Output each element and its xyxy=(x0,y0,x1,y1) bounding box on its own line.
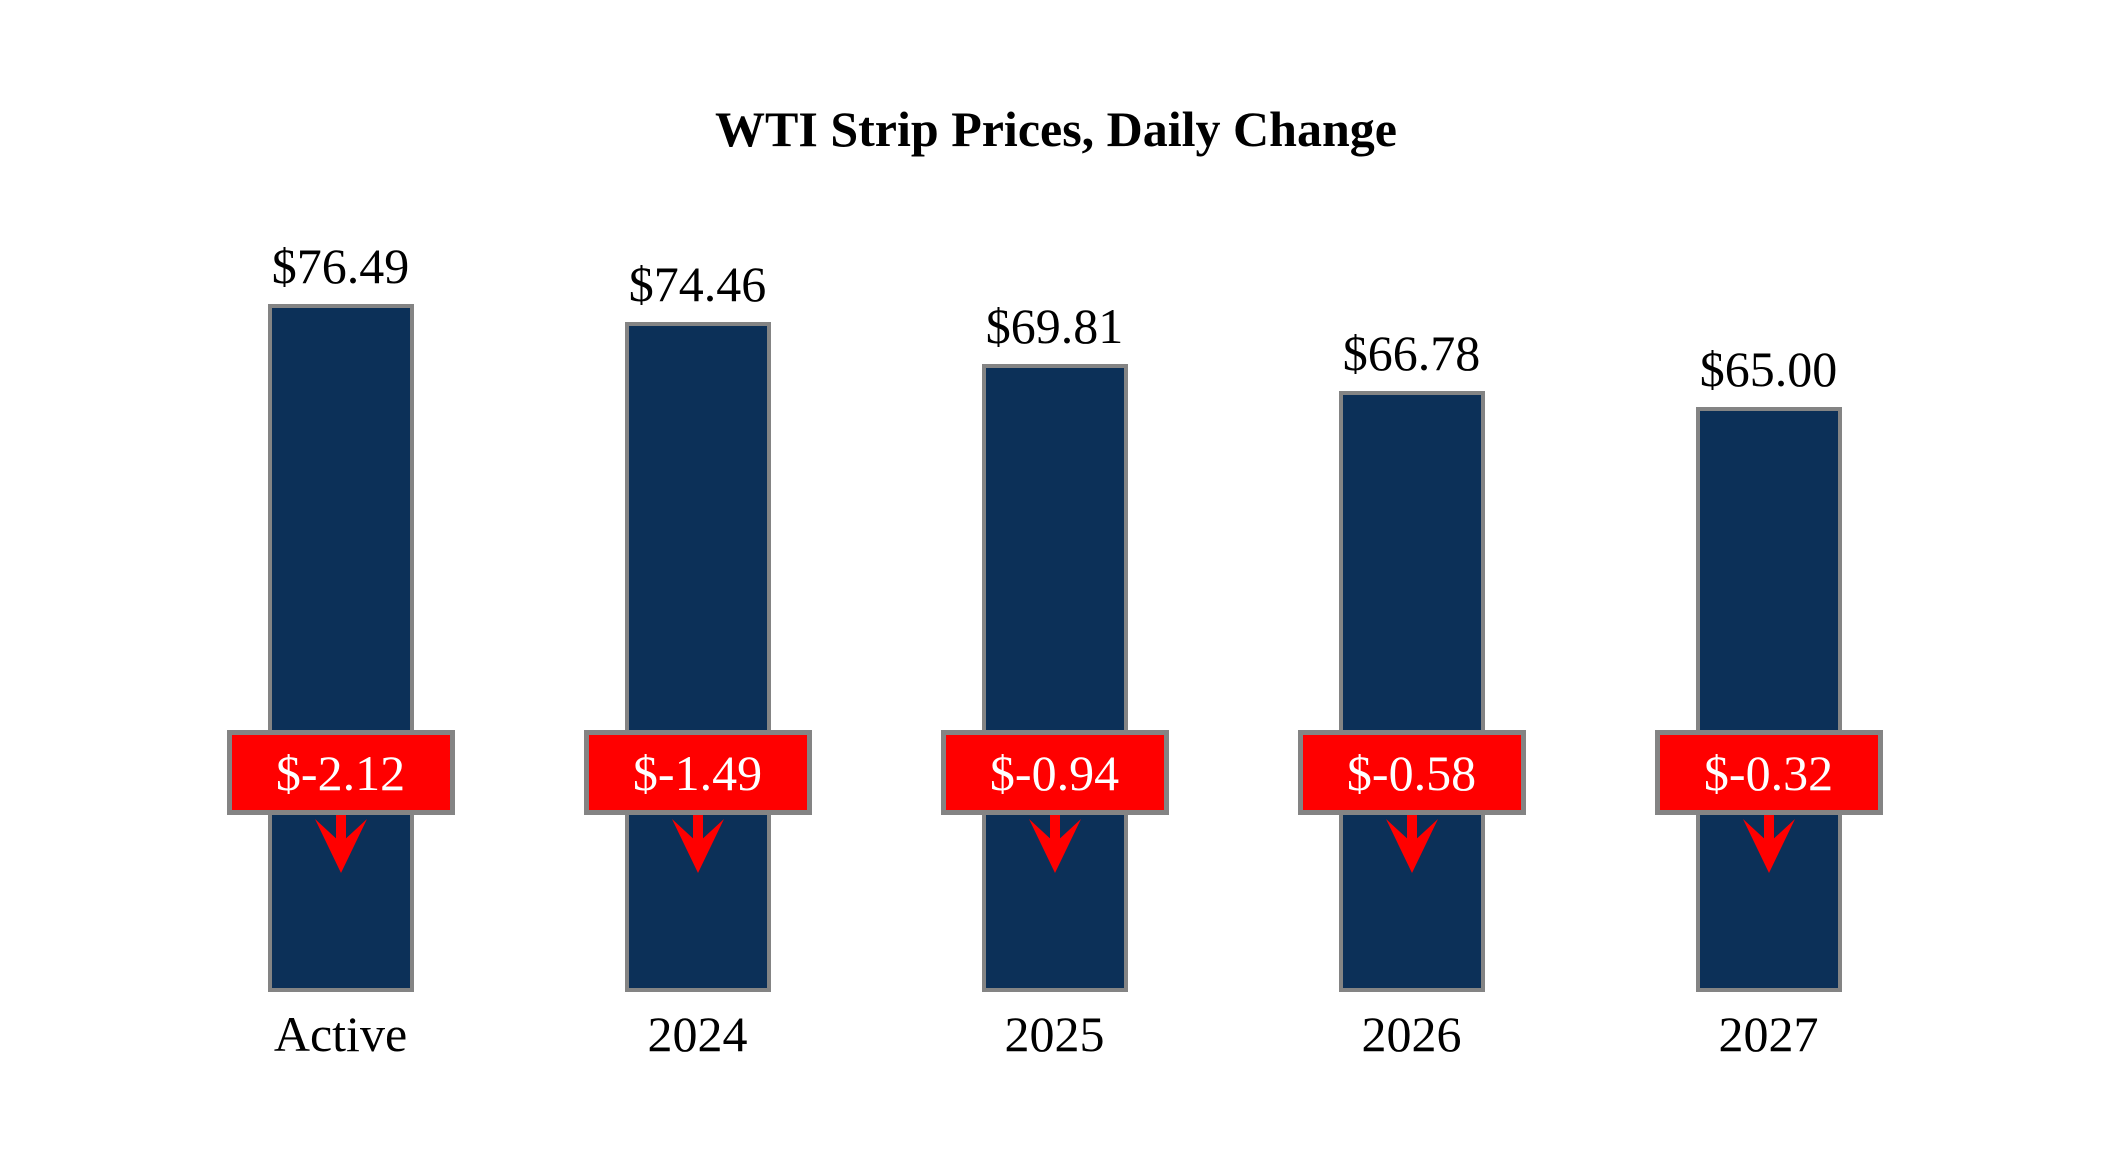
plot-area: $76.49 $-2.12 Active $74.46 $-1.49 2024 xyxy=(162,239,1947,1062)
daily-change-label: $-0.32 xyxy=(1703,744,1834,801)
down-arrow-icon xyxy=(1028,815,1081,873)
category-label: 2024 xyxy=(647,1006,748,1062)
category-label: 2025 xyxy=(1004,1006,1105,1062)
daily-change-badge: $-0.94 xyxy=(940,730,1169,815)
bar-group-2024: $74.46 $-1.49 2024 xyxy=(519,257,876,1062)
daily-change-label: $-1.49 xyxy=(632,744,763,801)
price-value-label: $74.46 xyxy=(628,256,767,312)
down-arrow-icon xyxy=(314,815,367,873)
price-bar xyxy=(1695,407,1842,992)
down-arrow-icon xyxy=(1742,815,1795,873)
daily-change-badge: $-0.58 xyxy=(1297,730,1526,815)
down-arrow-icon xyxy=(1385,815,1438,873)
price-bar xyxy=(981,364,1128,992)
daily-change-badge: $-0.32 xyxy=(1654,730,1883,815)
daily-change-badge: $-2.12 xyxy=(226,730,455,815)
bar-group-2026: $66.78 $-0.58 2026 xyxy=(1233,304,1590,1062)
price-value-label: $76.49 xyxy=(271,238,410,294)
price-bar xyxy=(267,304,414,992)
down-arrow-icon xyxy=(671,815,724,873)
chart-title: WTI Strip Prices, Daily Change xyxy=(715,101,1397,157)
price-value-label: $65.00 xyxy=(1699,341,1838,397)
price-bar xyxy=(624,322,771,992)
daily-change-label: $-2.12 xyxy=(275,744,406,801)
category-label: Active xyxy=(273,1006,408,1062)
price-value-label: $66.78 xyxy=(1342,325,1481,381)
bar-group-2025: $69.81 $-0.94 2025 xyxy=(876,299,1233,1062)
daily-change-label: $-0.94 xyxy=(989,744,1120,801)
price-value-label: $69.81 xyxy=(985,298,1124,354)
bar-group-2027: $65.00 $-0.32 2027 xyxy=(1590,304,1947,1062)
category-label: 2027 xyxy=(1718,1006,1819,1062)
category-label: 2026 xyxy=(1361,1006,1462,1062)
bar-group-active: $76.49 $-2.12 Active xyxy=(162,239,519,1062)
price-bar xyxy=(1338,391,1485,992)
daily-change-label: $-0.58 xyxy=(1346,744,1477,801)
daily-change-badge: $-1.49 xyxy=(583,730,812,815)
